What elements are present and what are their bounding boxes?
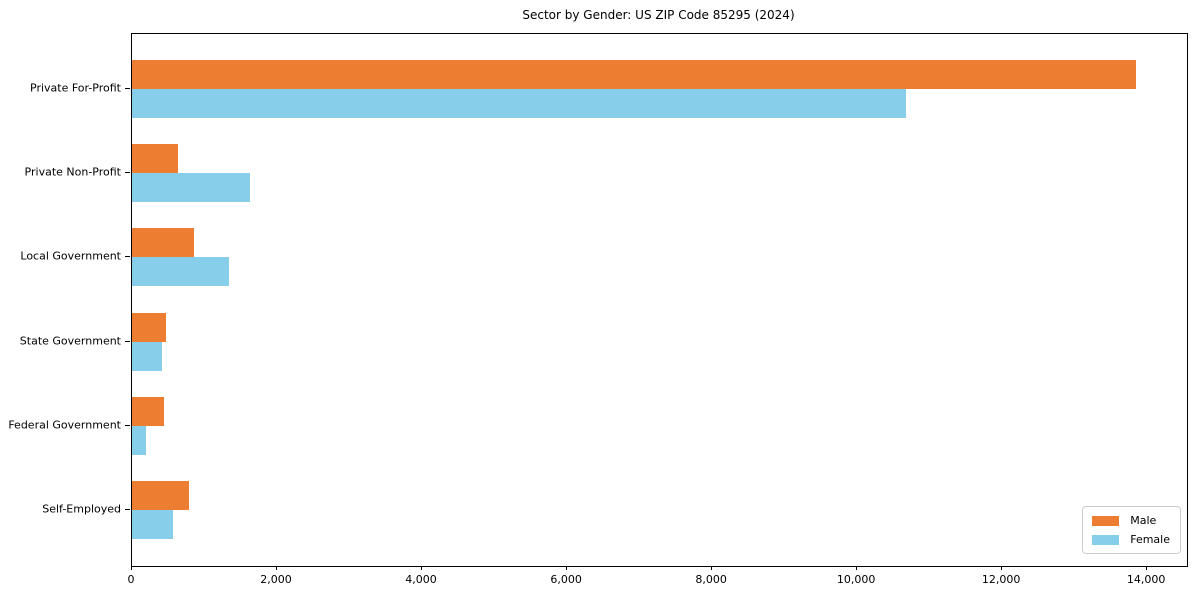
y-tick-mark — [125, 424, 130, 426]
x-tick-label-12000: 12,000 — [981, 573, 1021, 586]
x-tick-mark — [566, 566, 568, 570]
x-tick-label-8000: 8,000 — [695, 573, 727, 586]
y-tick-label-private-for-profit: Private For-Profit — [30, 81, 121, 95]
bar-female-private-non-profit — [132, 173, 250, 203]
x-tick-mark — [276, 566, 277, 570]
bar-female-self-employed — [132, 510, 174, 539]
x-tick-mark — [131, 566, 132, 570]
legend-swatch-female — [1092, 534, 1120, 545]
y-tick-label-state-government: State Government — [19, 334, 121, 348]
x-tick-mark — [1146, 566, 1148, 570]
y-tick-mark — [125, 172, 130, 174]
bar-male-local-government — [132, 228, 194, 258]
y-tick-label-self-employed: Self-Employed — [42, 502, 121, 516]
bar-male-self-employed — [132, 481, 190, 510]
x-tick-mark — [1001, 566, 1003, 570]
x-tick-mark — [856, 566, 858, 570]
bar-female-private-for-profit — [132, 89, 906, 118]
x-tick-mark — [711, 566, 713, 570]
chart-title: Sector by Gender: US ZIP Code 85295 (202… — [522, 8, 795, 22]
bar-male-private-for-profit — [132, 60, 1137, 89]
legend-entry-female: Female — [1092, 533, 1170, 546]
bar-female-local-government — [132, 257, 230, 287]
y-tick-mark — [125, 256, 130, 258]
legend-entry-male: Male — [1092, 514, 1170, 527]
x-tick-label-14000: 14,000 — [1126, 573, 1166, 586]
y-tick-mark — [125, 509, 130, 510]
bar-male-private-non-profit — [132, 144, 178, 174]
bar-male-state-government — [132, 312, 167, 342]
bar-female-state-government — [132, 341, 162, 371]
x-tick-label-2000: 2,000 — [260, 573, 292, 586]
y-tick-mark — [125, 88, 130, 89]
x-tick-label-0: 0 — [127, 573, 135, 586]
legend: Male Female — [1082, 506, 1181, 554]
y-tick-mark — [125, 340, 130, 342]
y-tick-label-private-non-profit: Private Non-Profit — [24, 165, 121, 179]
x-tick-mark — [421, 566, 422, 570]
bar-female-federal-government — [132, 425, 146, 455]
legend-label-female: Female — [1130, 533, 1170, 546]
x-tick-label-6000: 6,000 — [550, 573, 582, 586]
plot-area: Male Female — [131, 33, 1188, 567]
x-tick-label-4000: 4,000 — [405, 573, 437, 586]
legend-label-male: Male — [1130, 514, 1157, 527]
y-tick-label-local-government: Local Government — [20, 249, 121, 263]
bar-male-federal-government — [132, 396, 164, 426]
legend-swatch-male — [1092, 515, 1120, 526]
y-tick-label-federal-government: Federal Government — [8, 418, 121, 432]
x-tick-label-10000: 10,000 — [836, 573, 876, 586]
